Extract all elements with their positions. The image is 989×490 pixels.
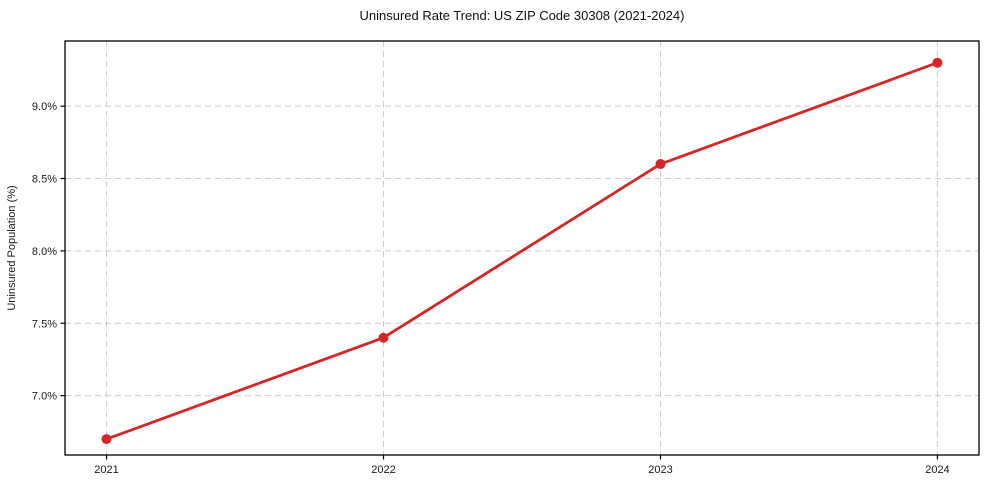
plot-border: [64, 40, 980, 456]
x-tick-label: 2023: [648, 464, 672, 476]
y-tick-label: 8.0%: [32, 246, 57, 258]
x-tick-label: 2022: [371, 464, 395, 476]
data-point-marker: [378, 332, 389, 343]
y-tick-label: 8.5%: [32, 174, 57, 186]
y-tick-label: 7.5%: [32, 318, 57, 330]
x-tick-label: 2024: [925, 464, 949, 476]
y-axis-label: Uninsured Population (%): [6, 185, 18, 310]
axis-layer: 2021 2022 2023 2024 7.0% 7.5% 8.0% 8.5% 9.0%: [32, 40, 980, 476]
data-point-marker: [932, 57, 943, 68]
data-point-marker: [101, 434, 112, 445]
x-tick-label: 2021: [94, 464, 118, 476]
y-tick-label: 7.0%: [32, 391, 57, 403]
chart-title: Uninsured Rate Trend: US ZIP Code 30308 …: [359, 8, 685, 23]
trend-line: [106, 61, 938, 441]
grid-layer: [65, 41, 979, 455]
data-point-marker: [655, 159, 666, 170]
y-tick-label: 9.0%: [32, 101, 57, 113]
data-series-layer: [101, 57, 943, 445]
